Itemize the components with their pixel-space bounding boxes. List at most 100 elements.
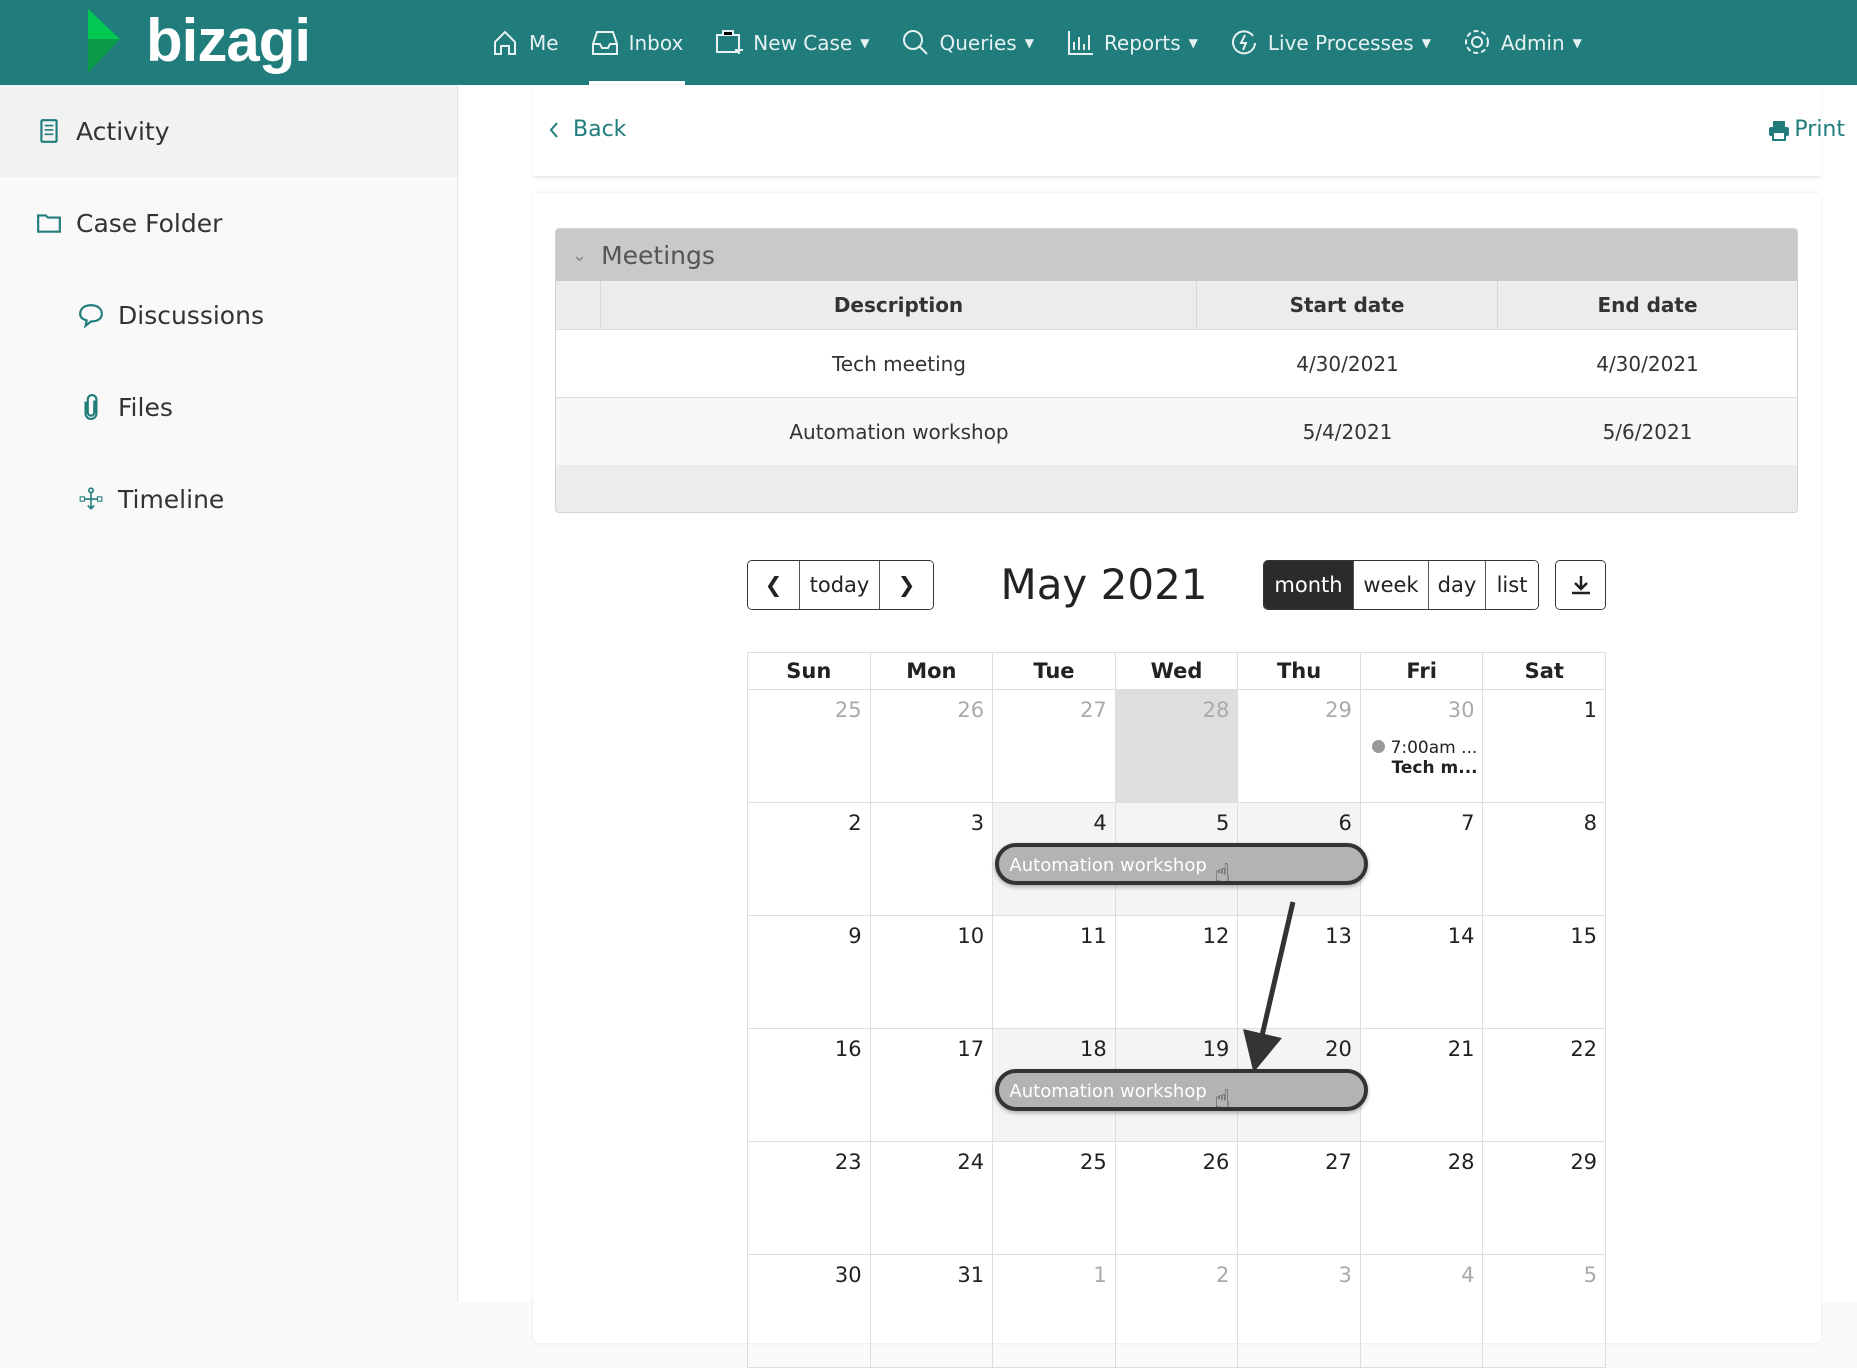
day-cell[interactable]: 14: [1360, 916, 1484, 1029]
column-header-start-date[interactable]: Start date: [1197, 281, 1498, 329]
nav-inbox[interactable]: Inbox: [575, 0, 700, 85]
day-cell[interactable]: 13: [1238, 916, 1361, 1029]
day-cell[interactable]: 29: [1483, 1142, 1607, 1255]
day-number[interactable]: 1: [1093, 1263, 1107, 1287]
back-link[interactable]: Back: [547, 117, 626, 142]
day-cell[interactable]: 24: [870, 1142, 994, 1255]
day-number[interactable]: 25: [834, 698, 862, 722]
day-cell[interactable]: 29: [1238, 690, 1361, 803]
day-cell[interactable]: 22: [1483, 1029, 1607, 1142]
calendar-event[interactable]: 7:00am ... Tech m...: [1371, 738, 1478, 778]
day-cell[interactable]: 8: [1483, 803, 1607, 916]
nav-reports[interactable]: Reports ▼: [1050, 0, 1214, 85]
day-cell[interactable]: 1: [993, 1255, 1116, 1368]
day-number[interactable]: 14: [1447, 924, 1475, 948]
day-cell[interactable]: 2: [1115, 1255, 1239, 1368]
day-cell[interactable]: 28: [1360, 1142, 1484, 1255]
day-number[interactable]: 30: [1447, 698, 1475, 722]
day-cell[interactable]: 23: [748, 1142, 871, 1255]
day-number[interactable]: 4: [1093, 811, 1107, 835]
day-cell[interactable]: 11: [993, 916, 1116, 1029]
day-number[interactable]: 7: [1461, 811, 1475, 835]
day-number[interactable]: 4: [1461, 1263, 1475, 1287]
day-number[interactable]: 20: [1325, 1037, 1352, 1061]
day-cell[interactable]: 2: [748, 803, 871, 916]
day-number[interactable]: 3: [970, 811, 985, 835]
day-number[interactable]: 27: [1080, 698, 1107, 722]
nav-me[interactable]: Me: [475, 0, 575, 85]
meetings-header[interactable]: ⌄ Meetings: [556, 229, 1797, 281]
day-number[interactable]: 27: [1325, 1150, 1352, 1174]
download-button[interactable]: [1555, 560, 1606, 610]
day-cell[interactable]: 17: [870, 1029, 994, 1142]
day-cell[interactable]: 27: [1238, 1142, 1361, 1255]
column-header-end-date[interactable]: End date: [1597, 293, 1698, 317]
column-header-description[interactable]: Description: [601, 281, 1197, 329]
day-number[interactable]: 5: [1215, 811, 1230, 835]
day-cell[interactable]: 16: [748, 1029, 871, 1142]
day-number[interactable]: 26: [1202, 1150, 1230, 1174]
day-number[interactable]: 11: [1080, 924, 1107, 948]
sidebar-item-discussions[interactable]: Discussions: [0, 269, 457, 361]
day-cell[interactable]: 7: [1360, 803, 1484, 916]
day-number[interactable]: 23: [834, 1150, 862, 1174]
day-number[interactable]: 2: [1215, 1263, 1230, 1287]
table-row[interactable]: Tech meeting 4/30/2021 4/30/2021: [556, 329, 1797, 397]
day-cell[interactable]: 28: [1115, 690, 1239, 803]
calendar-event[interactable]: Automation workshop ☝: [995, 843, 1368, 889]
day-number[interactable]: 24: [957, 1150, 985, 1174]
day-number[interactable]: 9: [848, 924, 862, 948]
day-number[interactable]: 16: [834, 1037, 862, 1061]
day-number[interactable]: 25: [1080, 1150, 1107, 1174]
day-number[interactable]: 31: [957, 1263, 985, 1287]
day-number[interactable]: 19: [1202, 1037, 1230, 1061]
day-cell[interactable]: 3: [1238, 1255, 1361, 1368]
day-number[interactable]: 15: [1570, 924, 1598, 948]
day-cell[interactable]: 10: [870, 916, 994, 1029]
day-cell[interactable]: 25: [748, 690, 871, 803]
day-number[interactable]: 13: [1325, 924, 1352, 948]
day-number[interactable]: 5: [1583, 1263, 1598, 1287]
calendar-event[interactable]: Automation workshop ☝: [995, 1069, 1368, 1115]
day-cell[interactable]: 21: [1360, 1029, 1484, 1142]
nav-queries[interactable]: Queries ▼: [885, 0, 1049, 85]
view-list-button[interactable]: list: [1486, 561, 1538, 609]
next-month-button[interactable]: ❯: [880, 561, 933, 609]
today-button[interactable]: today: [800, 561, 880, 609]
day-cell[interactable]: 3: [870, 803, 994, 916]
print-button[interactable]: Print: [1768, 117, 1845, 142]
day-cell[interactable]: 4: [1360, 1255, 1484, 1368]
view-week-button[interactable]: week: [1354, 561, 1429, 609]
day-number[interactable]: 30: [834, 1263, 862, 1287]
sidebar-item-activity[interactable]: Activity: [0, 85, 457, 177]
day-number[interactable]: 17: [957, 1037, 985, 1061]
day-number[interactable]: 10: [957, 924, 985, 948]
day-cell[interactable]: 1: [1483, 690, 1607, 803]
day-cell[interactable]: 12: [1115, 916, 1239, 1029]
prev-month-button[interactable]: ❮: [748, 561, 800, 609]
view-day-button[interactable]: day: [1429, 561, 1486, 609]
day-number[interactable]: 26: [957, 698, 985, 722]
day-cell[interactable]: 31: [870, 1255, 994, 1368]
nav-admin[interactable]: Admin ▼: [1447, 0, 1598, 85]
day-number[interactable]: 29: [1570, 1150, 1598, 1174]
bizagi-logo[interactable]: bizagi: [82, 6, 311, 76]
day-number[interactable]: 21: [1447, 1037, 1475, 1061]
sidebar-item-case-folder[interactable]: Case Folder: [0, 177, 457, 269]
chevron-down-icon[interactable]: ⌄: [572, 244, 588, 266]
day-number[interactable]: 6: [1338, 811, 1352, 835]
day-number[interactable]: 12: [1202, 924, 1230, 948]
nav-live-processes[interactable]: Live Processes ▼: [1214, 0, 1447, 85]
day-number[interactable]: 1: [1583, 698, 1598, 722]
day-number[interactable]: 8: [1583, 811, 1598, 835]
sidebar-item-files[interactable]: Files: [0, 361, 457, 453]
day-number[interactable]: 3: [1338, 1263, 1352, 1287]
sidebar-item-timeline[interactable]: Timeline: [0, 453, 457, 545]
table-row[interactable]: Automation workshop 5/4/2021 5/6/2021: [556, 397, 1797, 465]
day-cell[interactable]: 26: [870, 690, 994, 803]
day-number[interactable]: 29: [1325, 698, 1352, 722]
day-cell[interactable]: 9: [748, 916, 871, 1029]
view-month-button[interactable]: month: [1264, 561, 1354, 609]
day-number[interactable]: 22: [1570, 1037, 1598, 1061]
day-number[interactable]: 28: [1447, 1150, 1475, 1174]
